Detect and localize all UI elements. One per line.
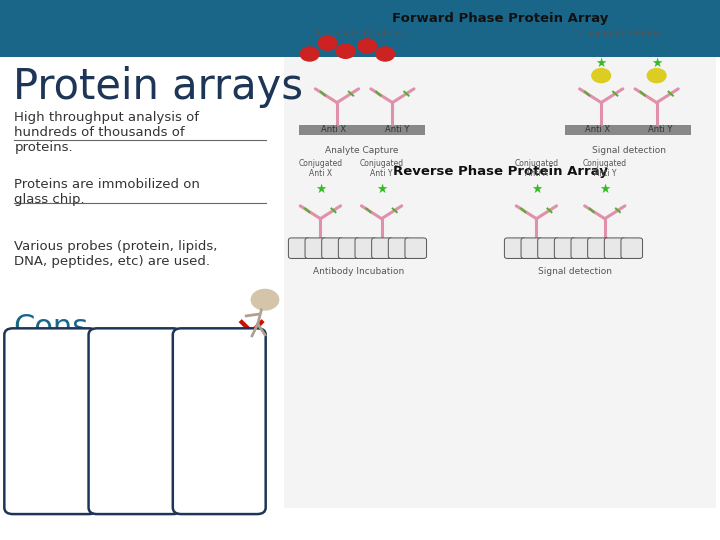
Text: ★: ★ xyxy=(376,183,387,195)
Text: ★: ★ xyxy=(651,57,662,70)
FancyBboxPatch shape xyxy=(588,238,609,259)
Text: Forward Phase Protein Array: Forward Phase Protein Array xyxy=(392,12,608,25)
Text: Proteins are immobilized on
glass chip.: Proteins are immobilized on glass chip. xyxy=(14,178,200,206)
FancyBboxPatch shape xyxy=(505,238,526,259)
Circle shape xyxy=(592,69,611,83)
Text: Measure
only a small
fraction of
the
proteome: Measure only a small fraction of the pro… xyxy=(184,384,256,458)
Bar xyxy=(292,249,425,259)
FancyBboxPatch shape xyxy=(0,0,720,57)
Text: Anti Y: Anti Y xyxy=(648,125,672,134)
Text: ★: ★ xyxy=(599,183,611,195)
Circle shape xyxy=(358,39,377,53)
Circle shape xyxy=(251,289,279,310)
FancyBboxPatch shape xyxy=(89,328,181,514)
Text: Conjugated Biotin: Conjugated Biotin xyxy=(580,29,661,38)
Bar xyxy=(565,125,691,135)
FancyBboxPatch shape xyxy=(355,238,377,259)
Bar xyxy=(299,125,425,135)
Text: Protein arrays: Protein arrays xyxy=(13,66,303,108)
FancyBboxPatch shape xyxy=(604,238,626,259)
FancyBboxPatch shape xyxy=(554,238,576,259)
Text: Signal detection: Signal detection xyxy=(538,267,611,276)
FancyBboxPatch shape xyxy=(284,5,716,508)
Text: Anti X: Anti X xyxy=(321,125,346,134)
Text: Availability
of suitable
antibodies.: Availability of suitable antibodies. xyxy=(103,400,168,443)
Text: Anti X: Anti X xyxy=(585,125,610,134)
Text: Cons: Cons xyxy=(13,313,88,342)
Circle shape xyxy=(647,69,666,83)
Text: High throughput analysis of
hundreds of thousands of
proteins.: High throughput analysis of hundreds of … xyxy=(14,111,199,154)
Text: ★: ★ xyxy=(315,183,326,195)
Text: Conjugated
Anti X: Conjugated Anti X xyxy=(514,159,559,178)
FancyBboxPatch shape xyxy=(289,238,310,259)
Text: Conjugated
Anti X: Conjugated Anti X xyxy=(298,159,343,178)
FancyBboxPatch shape xyxy=(621,238,642,259)
FancyBboxPatch shape xyxy=(305,238,327,259)
Text: Reverse Phase Protein Array: Reverse Phase Protein Array xyxy=(393,165,608,178)
FancyBboxPatch shape xyxy=(405,238,426,259)
Text: Biotinilated Proteins: Biotinilated Proteins xyxy=(315,29,405,38)
Text: Various probes (protein, lipids,
DNA, peptides, etc) are used.: Various probes (protein, lipids, DNA, pe… xyxy=(14,240,217,268)
Text: Require a
priori
knowledge
of the
proteins of
interest.: Require a priori knowledge of the protei… xyxy=(19,377,83,465)
FancyBboxPatch shape xyxy=(571,238,593,259)
Bar xyxy=(508,249,641,259)
Text: Signal detection: Signal detection xyxy=(592,146,665,155)
Circle shape xyxy=(300,47,319,61)
FancyBboxPatch shape xyxy=(4,328,97,514)
Text: Anti Y: Anti Y xyxy=(384,125,409,134)
FancyBboxPatch shape xyxy=(388,238,410,259)
Text: Conjugated
Anti Y: Conjugated Anti Y xyxy=(359,159,404,178)
Circle shape xyxy=(318,36,337,50)
Text: ★: ★ xyxy=(531,183,542,195)
FancyBboxPatch shape xyxy=(521,238,543,259)
FancyBboxPatch shape xyxy=(322,238,343,259)
Circle shape xyxy=(336,44,355,58)
Text: Conjugated
Anti Y: Conjugated Anti Y xyxy=(582,159,627,178)
Text: Antibody Incubation: Antibody Incubation xyxy=(313,267,404,276)
FancyBboxPatch shape xyxy=(173,328,266,514)
Text: ✕: ✕ xyxy=(232,314,269,357)
Circle shape xyxy=(376,47,395,61)
FancyBboxPatch shape xyxy=(538,238,559,259)
FancyBboxPatch shape xyxy=(372,238,393,259)
Text: Analyte Capture: Analyte Capture xyxy=(325,146,399,155)
FancyBboxPatch shape xyxy=(338,238,360,259)
Text: ★: ★ xyxy=(595,57,607,70)
